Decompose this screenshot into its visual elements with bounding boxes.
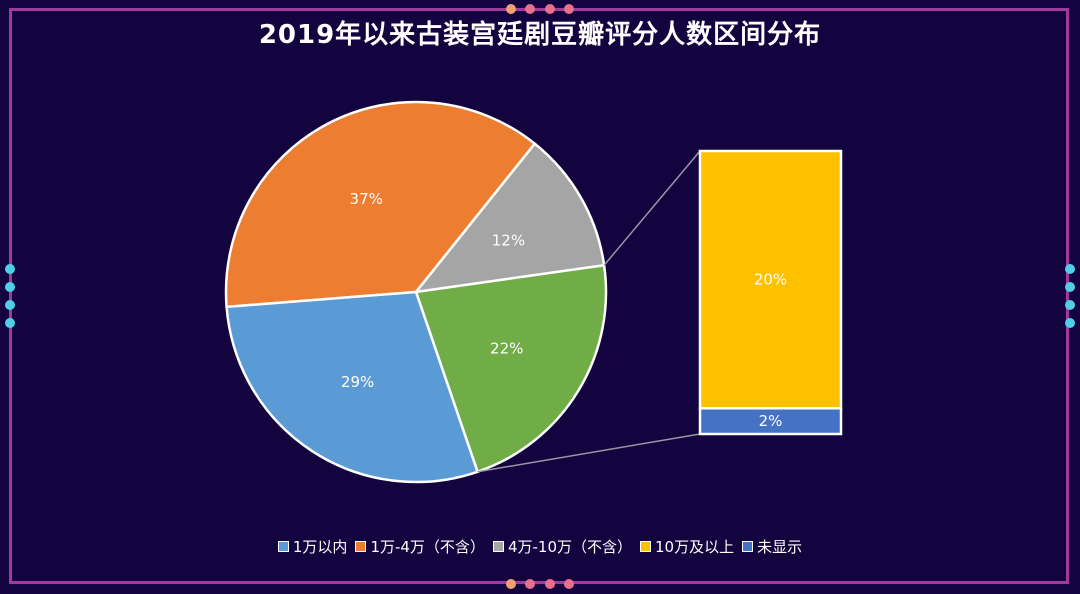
legend-label: 1万以内 [292, 538, 348, 556]
legend-item: 未显示 [742, 536, 802, 557]
legend-item: 10万及以上 [640, 536, 734, 557]
chart-title: 2019年以来古装宫廷剧豆瓣评分人数区间分布 [258, 20, 822, 50]
frame-dot [564, 4, 574, 14]
frame-dot [1065, 264, 1075, 274]
legend-item: 4万-10万（不含） [492, 536, 632, 557]
legend-swatch [277, 541, 289, 552]
chart-frame [9, 8, 1069, 584]
frame-dot [545, 579, 555, 589]
pie-slice [414, 263, 608, 474]
legend-swatch [355, 541, 367, 552]
legend-label: 未显示 [757, 538, 803, 556]
pie-slice-label: 12% [492, 231, 525, 249]
frame-dot [5, 318, 15, 328]
legend-label: 4万-10万（不含） [507, 538, 632, 556]
legend-label: 1万-4万（不含） [370, 538, 485, 556]
legend-swatch [492, 541, 504, 552]
frame-dot [506, 579, 516, 589]
frame-dot [5, 264, 15, 274]
bar-segment-label: 2% [759, 412, 783, 430]
frame-dot [1065, 318, 1075, 328]
stacked-bar-group: 20% 2% [698, 149, 843, 436]
legend-swatch [742, 541, 754, 552]
frame-dot [525, 4, 535, 14]
pie-slice [224, 100, 537, 309]
connector-line [477, 433, 701, 473]
frame-dot [1065, 300, 1075, 310]
frame-dot [506, 4, 516, 14]
pie-slice-label: 37% [350, 190, 383, 208]
pie-slice-label: 22% [490, 340, 523, 358]
legend-label: 10万及以上 [655, 538, 735, 556]
connector-lines [477, 150, 701, 473]
legend-swatch [640, 541, 651, 552]
connector-line [603, 150, 701, 266]
pie-slice [413, 141, 606, 294]
legend-item: 1万以内 [277, 536, 348, 557]
bar-segment-label: 20% [754, 271, 787, 289]
pie-slice-label: 29% [341, 373, 374, 391]
frame-dot [525, 579, 535, 589]
frame-dot [1065, 282, 1075, 292]
frame-dot [545, 4, 555, 14]
bar-segment [698, 149, 843, 410]
frame-dot [5, 282, 15, 292]
legend-item: 1万-4万（不含） [355, 536, 485, 557]
frame-dot [5, 300, 15, 310]
chart-legend: 1万以内 1万-4万（不含） 4万-10万（不含） 10万及以上 未显示 [0, 536, 1080, 557]
bar-segment [698, 407, 843, 436]
pie-slice [225, 290, 480, 484]
pie-group: 37% 12% 22% 29% [224, 100, 608, 484]
frame-dot [564, 579, 574, 589]
